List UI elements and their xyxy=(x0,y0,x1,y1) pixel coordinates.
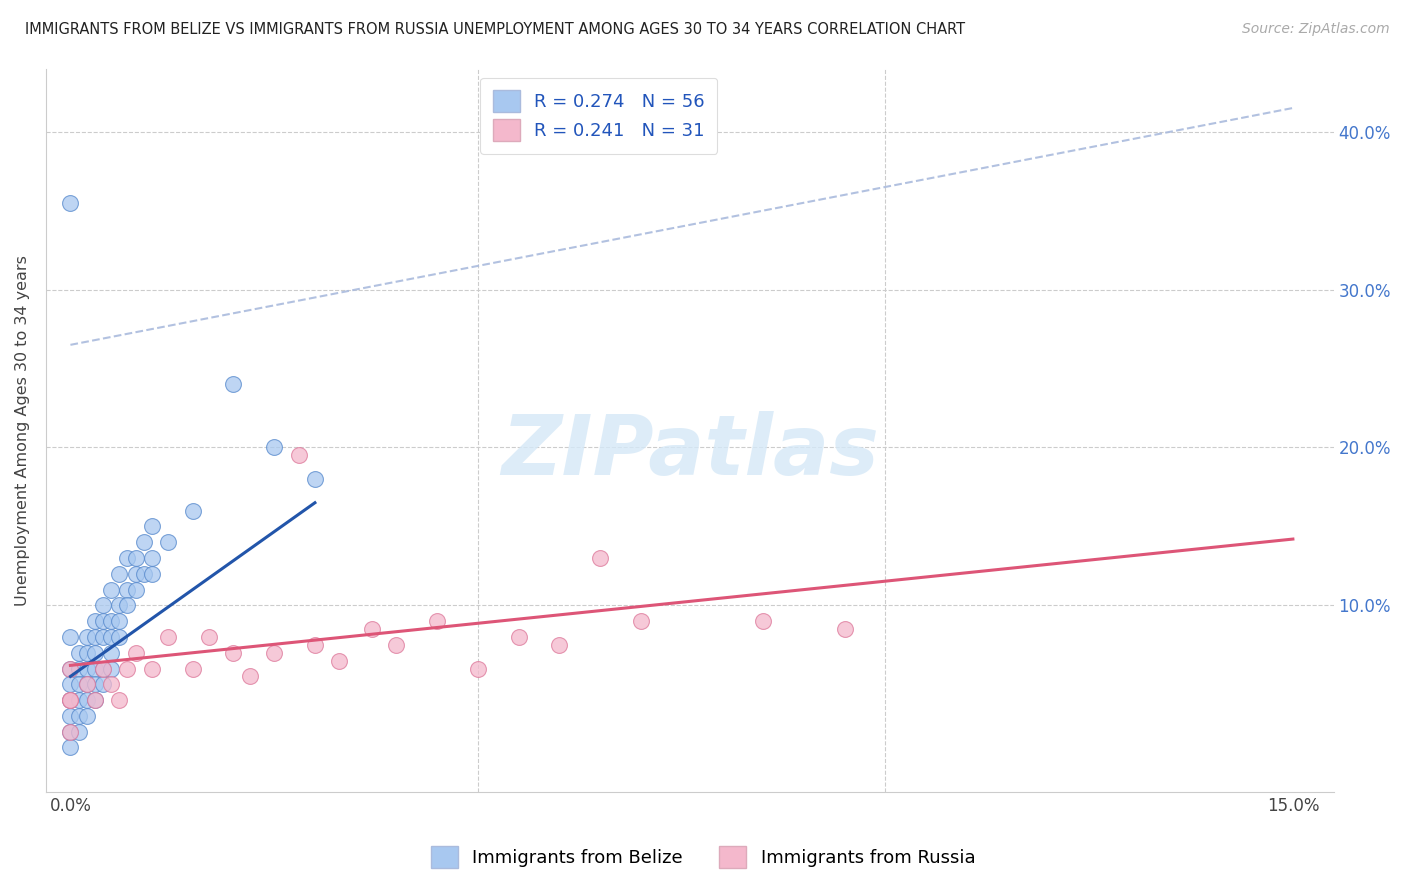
Point xyxy=(117,661,139,675)
Point xyxy=(100,582,122,597)
Point xyxy=(100,677,122,691)
Text: Source: ZipAtlas.com: Source: ZipAtlas.com xyxy=(1241,22,1389,37)
Point xyxy=(467,661,489,675)
Point xyxy=(59,693,82,707)
Point xyxy=(108,693,131,707)
Point xyxy=(132,535,155,549)
Point xyxy=(304,638,326,652)
Point xyxy=(117,599,139,613)
Point xyxy=(59,630,82,644)
Point xyxy=(76,630,98,644)
Point xyxy=(59,677,82,691)
Point xyxy=(59,693,82,707)
Point xyxy=(263,441,285,455)
Text: ZIPatlas: ZIPatlas xyxy=(501,411,879,492)
Point xyxy=(83,677,105,691)
Point xyxy=(141,566,163,581)
Point xyxy=(67,677,90,691)
Point xyxy=(124,582,146,597)
Point xyxy=(59,693,82,707)
Point xyxy=(108,566,131,581)
Point xyxy=(141,661,163,675)
Point xyxy=(100,630,122,644)
Point xyxy=(83,646,105,660)
Point xyxy=(76,646,98,660)
Point xyxy=(83,630,105,644)
Point xyxy=(67,646,90,660)
Point xyxy=(328,654,350,668)
Point xyxy=(76,693,98,707)
Point xyxy=(222,646,245,660)
Point xyxy=(181,661,204,675)
Point xyxy=(83,661,105,675)
Point xyxy=(67,661,90,675)
Point xyxy=(287,449,309,463)
Point xyxy=(59,709,82,723)
Point xyxy=(304,472,326,486)
Point xyxy=(426,614,449,628)
Point xyxy=(91,599,114,613)
Point xyxy=(239,669,262,683)
Point xyxy=(67,724,90,739)
Point xyxy=(124,566,146,581)
Point xyxy=(91,677,114,691)
Point xyxy=(91,661,114,675)
Text: IMMIGRANTS FROM BELIZE VS IMMIGRANTS FROM RUSSIA UNEMPLOYMENT AMONG AGES 30 TO 3: IMMIGRANTS FROM BELIZE VS IMMIGRANTS FRO… xyxy=(25,22,966,37)
Point xyxy=(124,551,146,566)
Point xyxy=(59,724,82,739)
Point xyxy=(385,638,408,652)
Point xyxy=(59,740,82,755)
Point xyxy=(834,622,856,636)
Point xyxy=(124,646,146,660)
Point xyxy=(508,630,530,644)
Point xyxy=(117,551,139,566)
Point xyxy=(108,599,131,613)
Point xyxy=(76,677,98,691)
Point xyxy=(141,551,163,566)
Point xyxy=(83,614,105,628)
Point xyxy=(361,622,384,636)
Point xyxy=(181,503,204,517)
Legend: Immigrants from Belize, Immigrants from Russia: Immigrants from Belize, Immigrants from … xyxy=(420,835,986,879)
Point xyxy=(630,614,652,628)
Point xyxy=(59,724,82,739)
Point xyxy=(76,661,98,675)
Point xyxy=(132,566,155,581)
Point xyxy=(263,646,285,660)
Point xyxy=(100,614,122,628)
Point xyxy=(67,693,90,707)
Point xyxy=(83,693,105,707)
Point xyxy=(83,693,105,707)
Legend: R = 0.274   N = 56, R = 0.241   N = 31: R = 0.274 N = 56, R = 0.241 N = 31 xyxy=(479,78,717,154)
Point xyxy=(198,630,221,644)
Point xyxy=(222,377,245,392)
Point xyxy=(59,661,82,675)
Point xyxy=(59,661,82,675)
Point xyxy=(752,614,775,628)
Point xyxy=(100,661,122,675)
Point xyxy=(589,551,612,566)
Point xyxy=(108,630,131,644)
Point xyxy=(76,677,98,691)
Point xyxy=(141,519,163,533)
Point xyxy=(76,709,98,723)
Point xyxy=(117,582,139,597)
Point xyxy=(91,661,114,675)
Point xyxy=(157,535,180,549)
Point xyxy=(108,614,131,628)
Point xyxy=(91,614,114,628)
Point xyxy=(91,630,114,644)
Point xyxy=(157,630,180,644)
Point xyxy=(100,646,122,660)
Point xyxy=(67,709,90,723)
Point xyxy=(548,638,571,652)
Point xyxy=(59,195,82,210)
Y-axis label: Unemployment Among Ages 30 to 34 years: Unemployment Among Ages 30 to 34 years xyxy=(15,255,30,606)
